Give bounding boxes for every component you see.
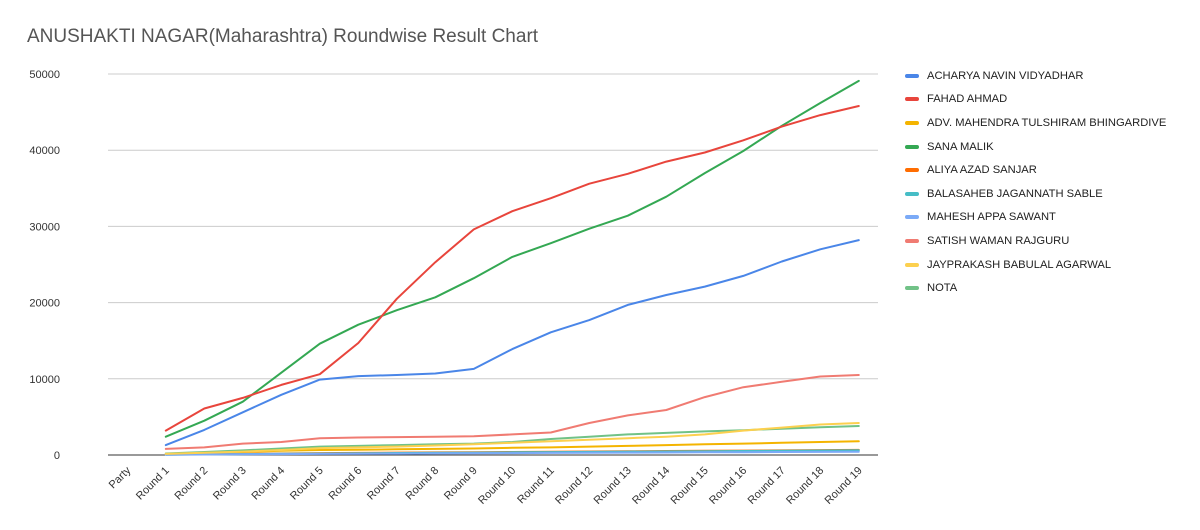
legend-item: FAHAD AHMAD — [905, 88, 1195, 112]
legend-label: NOTA — [927, 282, 958, 295]
series-line — [164, 422, 860, 455]
legend-label: FAHAD AHMAD — [927, 93, 1008, 106]
x-tick-label: Round 8 — [403, 465, 441, 503]
legend-label: BALASAHEB JAGANNATH SABLE — [927, 187, 1103, 200]
grid-layer — [108, 73, 878, 456]
legend: ACHARYA NAVIN VIDYADHAR FAHAD AHMAD ADV. M… — [905, 64, 1195, 300]
series-line — [164, 374, 860, 450]
series-line — [164, 239, 860, 447]
y-tick-label: 50000 — [29, 69, 60, 81]
legend-label: MAHESH APPA SAWANT — [927, 211, 1056, 224]
x-tick-label: Round 9 — [442, 465, 480, 503]
legend-swatch — [905, 215, 919, 220]
legend-item: ALIYA AZAD SANJAR — [905, 158, 1195, 182]
x-tick-label: Round 19 — [823, 465, 865, 507]
y-tick-label: 40000 — [29, 145, 60, 157]
series-layer — [164, 79, 860, 456]
legend-swatch — [905, 120, 919, 125]
legend-item: BALASAHEB JAGANNATH SABLE — [905, 182, 1195, 206]
legend-swatch — [905, 97, 919, 102]
legend-item: SATISH WAMAN RAJGURU — [905, 229, 1195, 253]
chart-title: ANUSHAKTI NAGAR(Maharashtra) Roundwise R… — [27, 26, 539, 47]
x-tick-label: Round 18 — [784, 465, 826, 507]
legend-swatch — [905, 73, 919, 78]
legend-label: SANA MALIK — [927, 140, 994, 153]
legend-swatch — [905, 262, 919, 267]
x-tick-label: Round 1 — [134, 465, 172, 503]
legend-item: JAYPRAKASH BABULAL AGARWAL — [905, 253, 1195, 277]
x-tick-label: Round 3 — [211, 465, 249, 503]
y-tick-label: 10000 — [29, 374, 60, 386]
x-tick-label: Round 4 — [249, 465, 287, 503]
legend-label: ALIYA AZAD SANJAR — [927, 164, 1037, 177]
x-axis-ticks: Party Round 1 Round 2 Round 3 Round 4 Round 5… — [107, 464, 865, 507]
x-tick-label: Round 6 — [326, 465, 364, 503]
legend-label: ACHARYA NAVIN VIDYADHAR — [927, 69, 1084, 82]
series-line — [164, 79, 860, 438]
x-tick-label: Round 16 — [707, 465, 749, 507]
x-tick-label: Round 17 — [746, 465, 788, 507]
legend-swatch — [905, 144, 919, 149]
legend-label: JAYPRAKASH BABULAL AGARWAL — [927, 258, 1112, 271]
series-line — [164, 105, 860, 432]
x-tick-label: Round 14 — [630, 465, 672, 507]
legend-swatch — [905, 168, 919, 173]
legend-item: ADV. MAHENDRA TULSHIRAM BHINGARDIVE — [905, 111, 1195, 135]
series-line — [164, 450, 860, 456]
legend-label: ADV. MAHENDRA TULSHIRAM BHINGARDIVE — [927, 116, 1167, 129]
legend-item: MAHESH APPA SAWANT — [905, 206, 1195, 230]
legend-label: SATISH WAMAN RAJGURU — [927, 234, 1070, 247]
legend-swatch — [905, 238, 919, 243]
legend-swatch — [905, 286, 919, 291]
x-tick-label: Round 12 — [553, 465, 595, 507]
y-tick-label: 0 — [54, 450, 60, 462]
legend-item: ACHARYA NAVIN VIDYADHAR — [905, 64, 1195, 88]
x-tick-label: Round 5 — [288, 465, 326, 503]
x-tick-label: Round 7 — [365, 465, 403, 503]
x-tick-label: Round 15 — [669, 465, 711, 507]
y-axis-ticks: 0 10000 20000 30000 40000 50000 — [29, 69, 60, 462]
x-tick-label: Round 2 — [172, 465, 210, 503]
x-tick-label: Round 13 — [592, 465, 634, 507]
y-tick-label: 20000 — [29, 298, 60, 310]
legend-item: SANA MALIK — [905, 135, 1195, 159]
legend-item: NOTA — [905, 276, 1195, 300]
x-tick-label: Round 10 — [476, 465, 518, 507]
x-tick-label: Party — [107, 464, 134, 491]
legend-swatch — [905, 191, 919, 196]
x-tick-label: Round 11 — [515, 465, 557, 507]
y-tick-label: 30000 — [29, 221, 60, 233]
